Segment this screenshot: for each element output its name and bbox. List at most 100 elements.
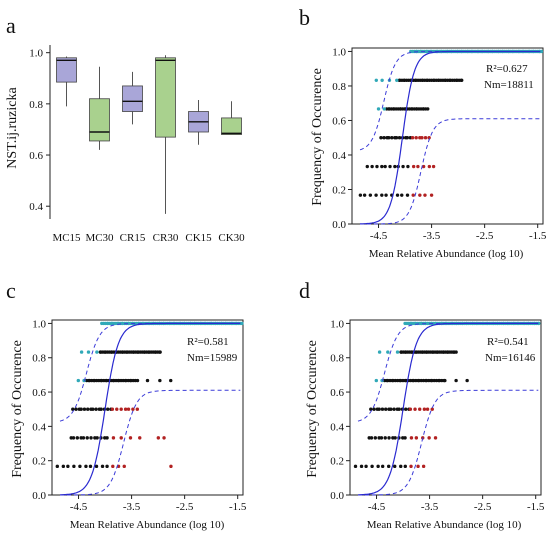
panel-d-point — [383, 436, 387, 440]
panel-c-point — [95, 350, 99, 354]
panel-b-point — [406, 164, 410, 169]
panel-b-point — [375, 164, 379, 169]
box-mc15 — [56, 57, 77, 83]
panel-b-point — [370, 164, 374, 169]
panel-b-y-axis-label: Frequency of Occurence — [310, 68, 325, 206]
panel-d-point — [408, 407, 413, 411]
panel-b-point — [388, 164, 392, 169]
panel-b-point — [380, 164, 384, 169]
panel-c-point — [99, 407, 103, 411]
panel-c-point — [78, 464, 82, 469]
panel-b-y-tick-label: 1.0 — [332, 46, 346, 58]
panel-c-point — [169, 464, 173, 469]
panel-c-point — [162, 436, 166, 440]
panel-c-point — [71, 436, 76, 440]
panel-d-y-tick-label: 0.2 — [330, 456, 344, 468]
panel-c-point — [88, 464, 93, 469]
panel-d-ci-lower — [358, 389, 539, 496]
panel-d-point — [399, 464, 403, 469]
panel-d-point — [386, 350, 390, 354]
panel-d-y-tick-label: 0.0 — [330, 490, 344, 502]
panel-c: c Frequency of Occurence Mean Relative A… — [6, 278, 247, 531]
panel-b-point — [365, 164, 369, 169]
panel-b-point — [426, 107, 430, 111]
panel-d-point — [414, 436, 419, 440]
panel-b-point — [420, 136, 424, 140]
panel-c-point — [119, 436, 123, 440]
panel-c-point — [72, 464, 76, 469]
panel-c-point — [75, 436, 80, 440]
panel-d-point — [353, 464, 358, 469]
panel-b-point — [384, 193, 388, 197]
panel-c-x-tick-label: -2.5 — [176, 501, 194, 513]
panel-c-point — [240, 321, 244, 326]
panel-d-point — [387, 436, 391, 440]
panel-a: a NST.ij.ruzicka 0.4 0.6 0.8 1.0 MC15 MC30 CR… — [5, 13, 245, 244]
panel-d-point — [397, 407, 401, 411]
panel-b-ci-lower — [360, 118, 541, 225]
panel-b-point — [394, 136, 399, 140]
panel-d-point — [377, 350, 382, 354]
panel-d-point — [433, 436, 438, 440]
panel-b-x-tick-label: -4.5 — [370, 230, 388, 242]
panel-b-x-tick-label: -1.5 — [529, 230, 547, 242]
panel-b-fit-curve — [359, 50, 541, 225]
panel-c-x-tick-label: -1.5 — [229, 501, 247, 513]
panel-d-point — [389, 407, 393, 411]
panel-b-point — [418, 193, 422, 197]
panel-b-point — [358, 193, 363, 197]
panel-c-point — [81, 436, 86, 440]
panel-c-point — [105, 464, 109, 469]
panel-c-y-axis-label: Frequency of Occurence — [10, 340, 25, 478]
panel-b-point — [423, 193, 427, 197]
panel-d-point — [380, 407, 385, 411]
panel-c-point — [158, 378, 162, 383]
panel-c-point — [85, 436, 89, 440]
panel-d-y-tick-label: 0.4 — [330, 421, 344, 433]
panel-d-y-tick-label: 0.8 — [330, 353, 344, 365]
panel-c-point — [131, 407, 135, 411]
panel-d-x-tick-label: -1.5 — [527, 501, 545, 513]
panel-d-point — [421, 464, 426, 469]
panel-b-point — [405, 193, 410, 197]
panel-c-point — [100, 464, 105, 469]
panel-b-point — [411, 164, 416, 169]
panel-c-x-tick-label: -4.5 — [70, 501, 88, 513]
panel-d-y-tick-label: 0.6 — [330, 387, 344, 399]
panel-b-point — [397, 136, 402, 140]
panel-c-x-axis-label: Mean Relative Abundance (log 10) — [70, 519, 225, 531]
panel-b-point — [387, 136, 391, 140]
panel-d-point — [403, 436, 407, 440]
panel-b-point — [376, 107, 381, 111]
panel-b-point — [362, 193, 367, 197]
panel-c-point — [71, 407, 75, 411]
panel-b-point — [410, 136, 415, 140]
panel-d-point — [404, 407, 408, 411]
panel-d-point — [374, 378, 379, 383]
panel-d-point — [427, 436, 431, 440]
panel-b-point — [382, 136, 386, 140]
panel-d-y-tick-label: 1.0 — [330, 318, 344, 330]
panel-c-x-tick-label: -3.5 — [123, 501, 141, 513]
panel-b-r2: R²=0.627 — [486, 63, 528, 75]
panel-b-x-tick-label: -2.5 — [476, 230, 494, 242]
panel-b-frame — [351, 47, 544, 225]
panel-c-point — [169, 378, 173, 383]
panel-b-point — [374, 78, 378, 82]
panel-d-point — [364, 464, 368, 469]
panel-a-y-tick-label: 0.8 — [29, 99, 43, 111]
panel-c-nm: Nm=15989 — [187, 352, 238, 364]
panel-d-point — [392, 407, 396, 411]
panel-b-y-tick-label: 0.2 — [332, 184, 346, 196]
panel-d-point — [377, 407, 381, 411]
panel-d-point — [409, 464, 413, 469]
panel-d-point — [393, 464, 397, 469]
panel-d-frame — [349, 319, 542, 496]
panel-c-point — [158, 350, 162, 354]
panel-c-point — [122, 464, 126, 469]
panel-b-point — [405, 136, 409, 140]
panel-d-point — [403, 464, 407, 469]
panel-d-point — [425, 407, 430, 411]
panel-d-point — [379, 436, 384, 440]
panel-c-point — [79, 350, 84, 354]
